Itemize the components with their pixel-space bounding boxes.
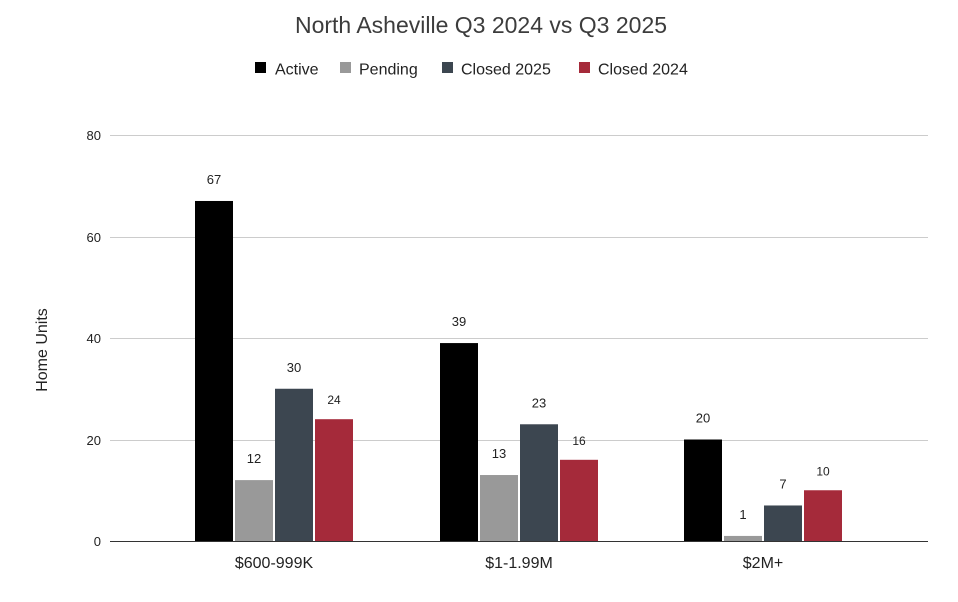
x-category-label: $2M+	[743, 555, 783, 572]
data-label: 7	[779, 476, 786, 491]
bar	[315, 419, 353, 541]
y-axis-ticks: 0 20 40 60 80	[87, 128, 101, 549]
legend-label: Pending	[359, 62, 418, 79]
y-tick-label: 60	[87, 230, 101, 245]
y-tick-label: 0	[94, 534, 101, 549]
data-labels: 67 12 30 24 39 13 23 16 20 1 7 10	[207, 172, 830, 522]
data-label: 12	[247, 451, 261, 466]
data-label: 20	[696, 411, 710, 426]
bar	[764, 505, 802, 541]
legend-label: Closed 2024	[598, 62, 688, 79]
y-tick-label: 20	[87, 433, 101, 448]
bar	[520, 424, 558, 541]
x-category-label: $1-1.99M	[485, 555, 553, 572]
chart-title: North Asheville Q3 2024 vs Q3 2025	[295, 12, 667, 38]
y-tick-label: 40	[87, 331, 101, 346]
bar	[724, 535, 762, 541]
bar	[684, 439, 722, 541]
bar	[560, 459, 598, 541]
data-label: 67	[207, 172, 221, 187]
data-label: 39	[452, 314, 466, 329]
legend-swatch	[579, 62, 590, 73]
bar	[195, 200, 233, 541]
y-axis-label: Home Units	[34, 308, 51, 392]
legend-swatch	[340, 62, 351, 73]
legend: Active Pending Closed 2025 Closed 2024	[255, 62, 688, 79]
bar	[235, 480, 273, 541]
y-tick-label: 80	[87, 128, 101, 143]
legend-swatch	[442, 62, 453, 73]
data-label: 30	[287, 360, 301, 375]
legend-swatch	[255, 62, 266, 73]
x-axis-categories: $600-999K $1-1.99M $2M+	[235, 555, 783, 572]
data-label: 23	[532, 395, 546, 410]
bar	[480, 475, 518, 541]
bar	[275, 388, 313, 541]
data-label: 24	[327, 393, 341, 407]
bar	[804, 490, 842, 541]
data-label: 13	[492, 446, 506, 461]
legend-label: Closed 2025	[461, 62, 551, 79]
gridlines	[110, 135, 928, 441]
data-label: 16	[572, 434, 586, 448]
bar	[440, 343, 478, 541]
x-category-label: $600-999K	[235, 555, 314, 572]
legend-label: Active	[275, 62, 319, 79]
data-label: 1	[739, 507, 746, 522]
bars	[195, 200, 842, 541]
data-label: 10	[816, 464, 830, 478]
